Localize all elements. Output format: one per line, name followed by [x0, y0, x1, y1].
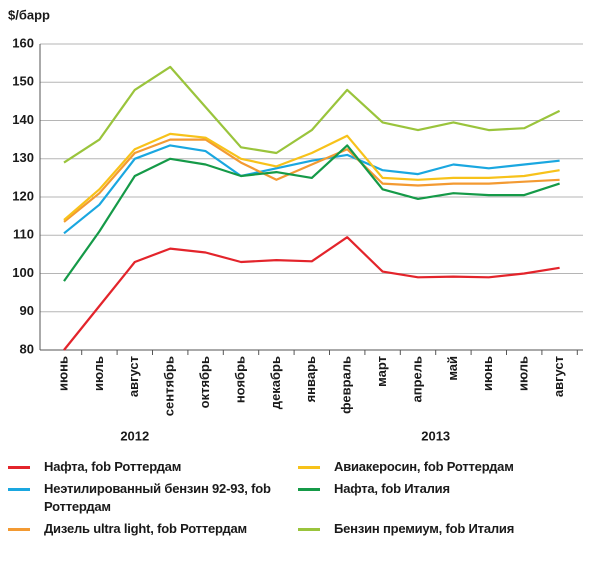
x-tick-label: июнь	[55, 356, 70, 391]
legend-swatch	[298, 488, 320, 491]
legend-item: Нафта, fob Италия	[298, 480, 581, 516]
legend-label: Нафта, fob Италия	[334, 481, 450, 496]
legend-label: Бензин премиум, fob Италия	[334, 521, 515, 536]
legend-item: Бензин премиум, fob Италия	[298, 520, 581, 538]
x-tick-label: июль	[91, 356, 106, 391]
x-tick-label: декабрь	[268, 356, 283, 409]
year-label: 2012	[120, 428, 149, 443]
series-line	[63, 144, 560, 282]
series-line	[63, 65, 561, 164]
y-tick-label: 80	[20, 341, 34, 356]
series-line	[63, 144, 560, 235]
x-tick-label: октябрь	[197, 356, 212, 408]
legend-item: Нафта, fob Роттердам	[8, 458, 298, 476]
x-tick-label: август	[126, 356, 141, 397]
chart: $/барр 80 90 100 110 120 130 140 150 160 июнь июль…	[8, 7, 583, 443]
legend-label: Неэтилированный бензин 92-93, fob Роттер…	[44, 481, 271, 514]
x-tick-label: февраль	[339, 356, 354, 414]
legend-swatch	[8, 466, 30, 469]
y-tick-label: 130	[12, 150, 34, 165]
y-tick-label: 110	[13, 227, 34, 242]
y-tick-label: 160	[12, 35, 34, 50]
series-line	[63, 132, 560, 221]
legend-label: Нафта, fob Роттердам	[44, 459, 182, 474]
y-tick-label: 150	[12, 74, 34, 89]
legend-item: Дизель ultra light, fob Роттердам	[8, 520, 298, 538]
x-tick-label: май	[445, 356, 460, 381]
x-tick-label: июнь	[480, 356, 495, 391]
y-tick-label: 90	[20, 303, 34, 318]
legend-swatch	[298, 466, 320, 469]
y-tick-label: 140	[12, 112, 34, 127]
legend: Нафта, fob Роттердам Неэтилированный бенз…	[8, 458, 589, 538]
y-axis-label: $/барр	[8, 7, 50, 22]
y-tick-label: 100	[12, 265, 34, 280]
x-tick-label: апрель	[409, 356, 424, 403]
x-tick-label: август	[551, 356, 566, 397]
legend-label: Дизель ultra light, fob Роттердам	[44, 521, 247, 536]
x-tick-label: июль	[516, 356, 531, 391]
legend-swatch	[8, 488, 30, 491]
legend-item: Неэтилированный бензин 92-93, fob Роттер…	[8, 480, 298, 516]
series-line	[63, 138, 560, 223]
x-tick-label: январь	[303, 356, 318, 402]
x-tick-label: сентябрь	[162, 356, 177, 416]
x-tick-label: ноябрь	[232, 356, 247, 403]
legend-label: Авиакеросин, fob Роттердам	[334, 459, 514, 474]
legend-swatch	[8, 528, 30, 531]
series-line	[63, 236, 560, 351]
legend-swatch	[298, 528, 320, 531]
year-label: 2013	[421, 428, 450, 443]
legend-item: Авиакеросин, fob Роттердам	[298, 458, 581, 476]
y-tick-label: 120	[12, 188, 34, 203]
x-tick-label: март	[374, 356, 389, 387]
